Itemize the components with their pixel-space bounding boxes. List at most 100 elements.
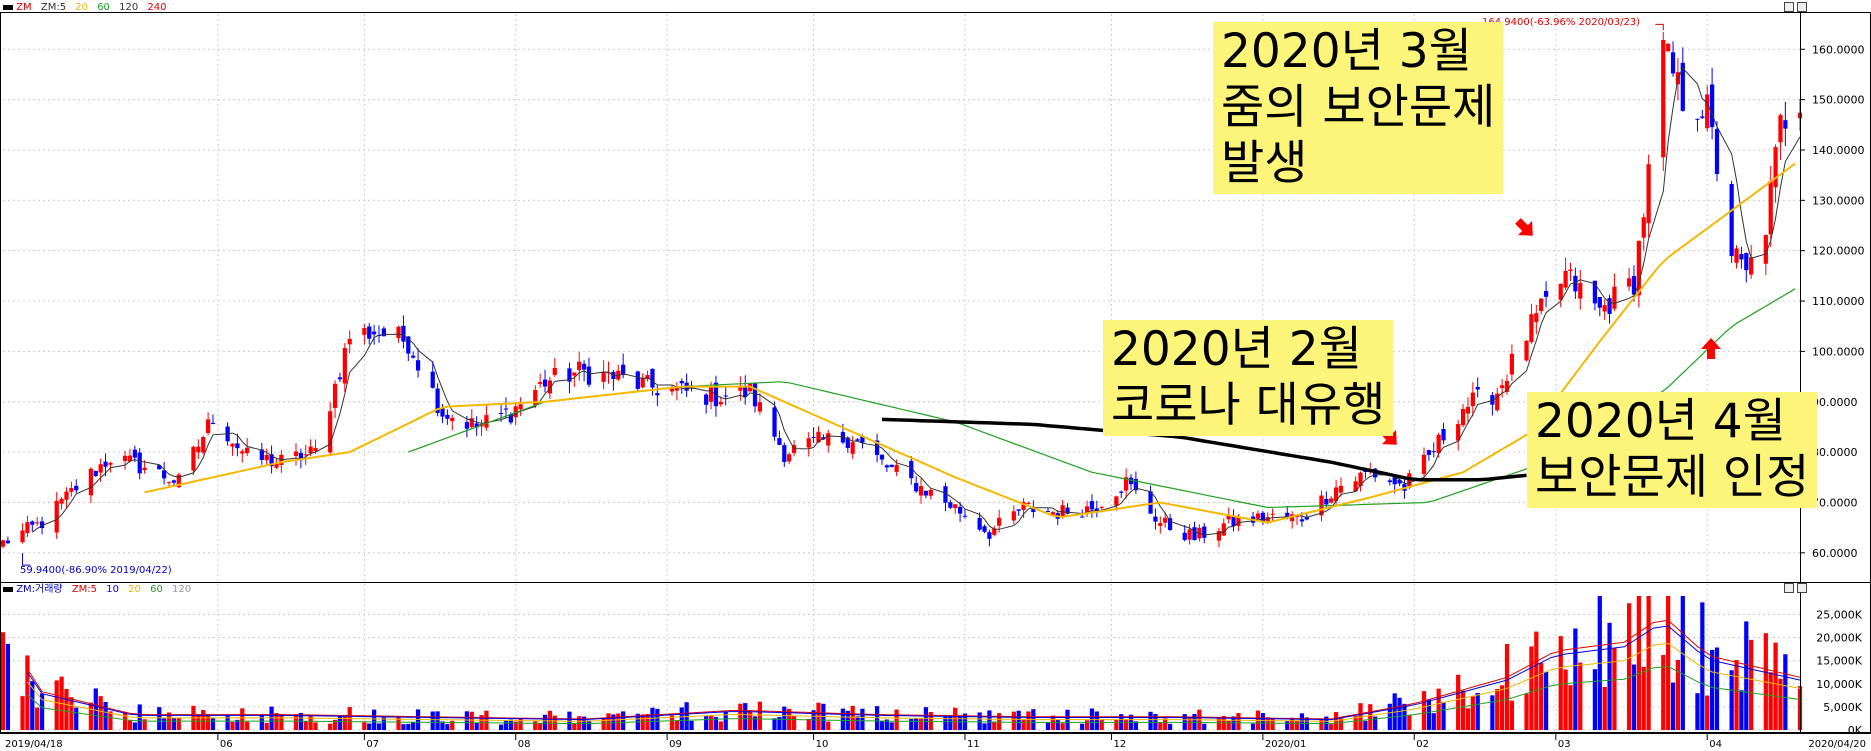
x-tick-label: 06 <box>220 739 233 750</box>
candle-body <box>503 408 509 410</box>
candle-body <box>1529 314 1534 343</box>
volume-bar <box>1441 702 1446 730</box>
volume-bar <box>601 718 606 730</box>
candle-body <box>1153 516 1158 522</box>
candle-body <box>313 448 318 452</box>
volume-bar <box>196 715 201 730</box>
candle-body <box>1456 424 1461 441</box>
volume-bar <box>840 708 846 730</box>
volume-bar <box>35 707 40 730</box>
candle-body <box>918 486 924 496</box>
volume-pane-maximize-button[interactable] <box>1784 583 1794 593</box>
candle-body <box>469 418 474 428</box>
candle-body <box>855 439 860 441</box>
volume-bar <box>1016 710 1021 730</box>
candle-body <box>1441 428 1446 441</box>
volume-bar <box>655 708 660 730</box>
candle-body <box>987 532 992 539</box>
candle-body <box>879 454 885 460</box>
candle-body <box>547 380 553 394</box>
volume-bar <box>1236 713 1241 730</box>
candle-body <box>982 526 987 532</box>
volume-bar <box>1666 596 1671 730</box>
candle-body <box>1299 519 1305 522</box>
volume-bar <box>328 723 333 730</box>
candle-body <box>743 385 748 397</box>
candle-body <box>1578 282 1583 299</box>
volume-bar <box>1294 720 1300 730</box>
volume-bar <box>39 693 45 730</box>
candle-body <box>1729 183 1734 257</box>
volume-bar <box>5 643 11 730</box>
volume-bar <box>982 723 987 730</box>
candle-body <box>1670 52 1676 74</box>
volume-bar <box>1500 685 1505 730</box>
candle-body <box>914 483 919 492</box>
candle-body <box>35 522 40 524</box>
candle-body <box>430 371 435 388</box>
candle-body <box>5 540 11 544</box>
x-tick-label: 02 <box>1416 739 1429 750</box>
volume-bar <box>171 718 177 730</box>
volume-bar <box>464 711 470 730</box>
volume-bar <box>108 711 113 730</box>
candle-body <box>811 436 816 438</box>
volume-bar <box>889 722 894 730</box>
volume-bar <box>1543 671 1549 730</box>
x-tick-label: 12 <box>1113 739 1126 750</box>
candle-body <box>923 490 929 496</box>
candle-body <box>1661 40 1666 158</box>
candle-body <box>635 371 640 389</box>
min-price-label: 59.9400(-86.90% 2019/04/22) <box>20 565 172 576</box>
candle-body <box>1612 286 1617 309</box>
volume-bar <box>1729 670 1734 730</box>
candle-body <box>162 470 167 479</box>
min-marker <box>22 553 31 566</box>
max-price-label: 164.9400(-63.96% 2020/03/23) <box>1482 17 1641 28</box>
candle-body <box>1602 305 1607 312</box>
annotation-line: 줌의 보안문제 <box>1221 80 1496 135</box>
volume-bar <box>1368 704 1373 730</box>
volume-bar <box>538 723 543 730</box>
price-pane-close-button[interactable] <box>1797 2 1807 12</box>
volume-bar <box>1509 700 1515 730</box>
volume-bar <box>752 716 758 730</box>
volume-bar <box>235 719 240 730</box>
candle-body <box>1421 454 1427 474</box>
volume-pane-close-button[interactable] <box>1797 583 1807 593</box>
legend-swatch <box>3 586 13 592</box>
candle-body <box>1763 234 1768 264</box>
volume-bar <box>1358 703 1363 730</box>
volume-tick-label: 20,000K <box>1816 632 1862 645</box>
candle-body <box>1666 43 1671 52</box>
volume-bar <box>1163 718 1168 730</box>
candle-body <box>127 455 133 462</box>
volume-bar <box>621 711 626 730</box>
moving-averages <box>26 67 1801 725</box>
volume-bar <box>1709 649 1715 730</box>
legend-ma60: 60 <box>97 2 110 13</box>
volume-bar <box>406 723 411 730</box>
candle-body <box>0 540 6 547</box>
volume-bar <box>20 696 25 730</box>
candle-body <box>708 386 714 402</box>
candle-body <box>953 504 958 509</box>
volume-bar <box>308 714 313 730</box>
candle-body <box>1226 514 1231 520</box>
candle-body <box>787 454 792 462</box>
volume-bar <box>157 707 162 730</box>
volume-bar <box>1631 664 1637 730</box>
volume-bar <box>88 702 94 730</box>
candle-body <box>674 386 679 391</box>
volume-bar <box>723 711 728 730</box>
volume-bar <box>1338 718 1344 730</box>
volume-bar <box>1080 723 1085 730</box>
volume-bar <box>1529 646 1534 730</box>
volume-bar <box>411 722 416 730</box>
volume-bar <box>303 721 308 730</box>
volume-bar <box>474 722 479 730</box>
price-pane-maximize-button[interactable] <box>1784 2 1794 12</box>
candle-body <box>1353 481 1358 492</box>
candle-body <box>264 455 269 461</box>
candle-body <box>1700 116 1705 118</box>
